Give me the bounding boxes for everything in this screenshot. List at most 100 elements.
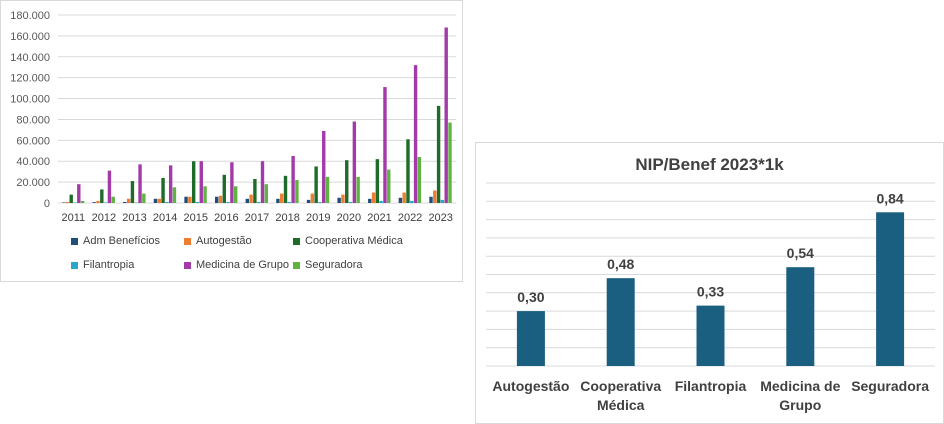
- bar: [413, 65, 418, 203]
- x-tick-label: 2011: [61, 212, 85, 224]
- bar: [65, 201, 70, 203]
- bar: [107, 170, 112, 203]
- bar: [375, 159, 380, 203]
- bar: [260, 161, 265, 203]
- bar: [264, 184, 268, 203]
- bar: [222, 174, 226, 203]
- x-tick-label: 2016: [214, 212, 238, 224]
- bar: [123, 201, 127, 203]
- bar: [786, 267, 815, 366]
- legend-item-filantropia: Filantropia: [71, 259, 134, 271]
- legend-label: Medicina de Grupo: [196, 259, 289, 271]
- bar: [337, 197, 341, 203]
- y-tick-label: 40.000: [16, 156, 50, 168]
- bar: [379, 200, 383, 203]
- y-tick-label: 100.000: [10, 94, 50, 106]
- bar: [100, 189, 104, 203]
- y-tick-label: 120.000: [10, 73, 50, 85]
- legend-swatch: [184, 261, 191, 269]
- bar: [157, 198, 161, 203]
- legend-label: Cooperativa Médica: [305, 235, 403, 247]
- bar: [188, 196, 192, 203]
- x-tick-label: 2015: [184, 212, 208, 224]
- bar: [448, 122, 452, 203]
- bar: [429, 196, 433, 203]
- bar: [153, 198, 158, 203]
- x-tick-label: 2018: [275, 212, 299, 224]
- x-tick-label: Medicina de: [760, 378, 840, 394]
- bar: [111, 196, 115, 203]
- x-tick-label: Filantropia: [675, 378, 747, 394]
- bar: [322, 130, 326, 203]
- bar: [280, 193, 284, 203]
- bar: [230, 162, 234, 203]
- bar: [276, 198, 280, 203]
- bar: [876, 212, 905, 366]
- data-label: 0,30: [517, 289, 544, 305]
- x-tick-label: Cooperativa: [580, 378, 661, 394]
- bar: [291, 156, 295, 203]
- bar: [371, 192, 376, 203]
- y-tick-label: 160.000: [10, 31, 50, 43]
- bar: [184, 196, 188, 203]
- bar: [77, 184, 81, 203]
- data-label: 0,84: [876, 190, 903, 206]
- data-label: 0,54: [787, 245, 814, 261]
- bar: [287, 201, 292, 203]
- data-label: 0,48: [607, 256, 634, 272]
- bar: [191, 161, 196, 203]
- bar: [203, 186, 207, 203]
- bar: [283, 175, 288, 203]
- bar: [410, 200, 414, 203]
- bar: [406, 139, 410, 203]
- legend-swatch: [71, 261, 78, 269]
- bar: [92, 202, 96, 203]
- bar: [348, 201, 353, 203]
- legend-item-adm-beneficios: Adm Benefícios: [71, 235, 160, 247]
- bar: [249, 194, 253, 203]
- legend-swatch: [184, 237, 191, 245]
- bar: [134, 202, 138, 203]
- bar: [199, 161, 203, 203]
- legend-swatch: [293, 237, 300, 245]
- bar: [73, 202, 77, 203]
- bar: [165, 201, 169, 203]
- legend-item-cooperativa-medica: Cooperativa Médica: [293, 235, 403, 247]
- x-tick-label: 2017: [245, 212, 269, 224]
- bar: [325, 176, 330, 203]
- y-tick-label: 180.000: [10, 10, 50, 22]
- y-tick-label: 20.000: [16, 177, 50, 189]
- bar: [138, 164, 142, 203]
- bar: [696, 305, 725, 366]
- bar: [352, 121, 357, 203]
- bar: [195, 201, 200, 203]
- bar: [214, 196, 219, 203]
- y-tick-label: 0: [44, 198, 50, 210]
- x-tick-label: Médica: [597, 397, 645, 413]
- data-label: 0,33: [697, 284, 724, 300]
- bar: [417, 157, 422, 203]
- bar: [69, 194, 73, 203]
- bar: [368, 198, 372, 203]
- bar: [96, 200, 100, 203]
- legend-label: Seguradora: [305, 259, 363, 271]
- x-tick-label: Autogestão: [492, 378, 569, 394]
- bar: [398, 197, 403, 203]
- bar: [142, 193, 146, 203]
- bar: [295, 180, 299, 203]
- bar: [245, 198, 249, 203]
- x-tick-label: 2020: [337, 212, 361, 224]
- legend-label: Adm Benefícios: [83, 235, 161, 247]
- legend-swatch: [293, 261, 300, 269]
- y-tick-label: 80.000: [16, 114, 50, 126]
- bar: [61, 202, 66, 203]
- bar: [314, 166, 318, 203]
- bar: [226, 201, 230, 203]
- x-tick-label: 2022: [398, 212, 422, 224]
- x-tick-label: 2014: [153, 212, 177, 224]
- x-tick-label: Grupo: [779, 397, 821, 413]
- yearly-nip-chart: 0 20.000 40.000 60.000 80.000 100.000 120.000 1…: [10, 10, 456, 224]
- legend-label: Autogestão: [196, 235, 252, 247]
- bar: [440, 199, 445, 203]
- bar: [103, 202, 108, 203]
